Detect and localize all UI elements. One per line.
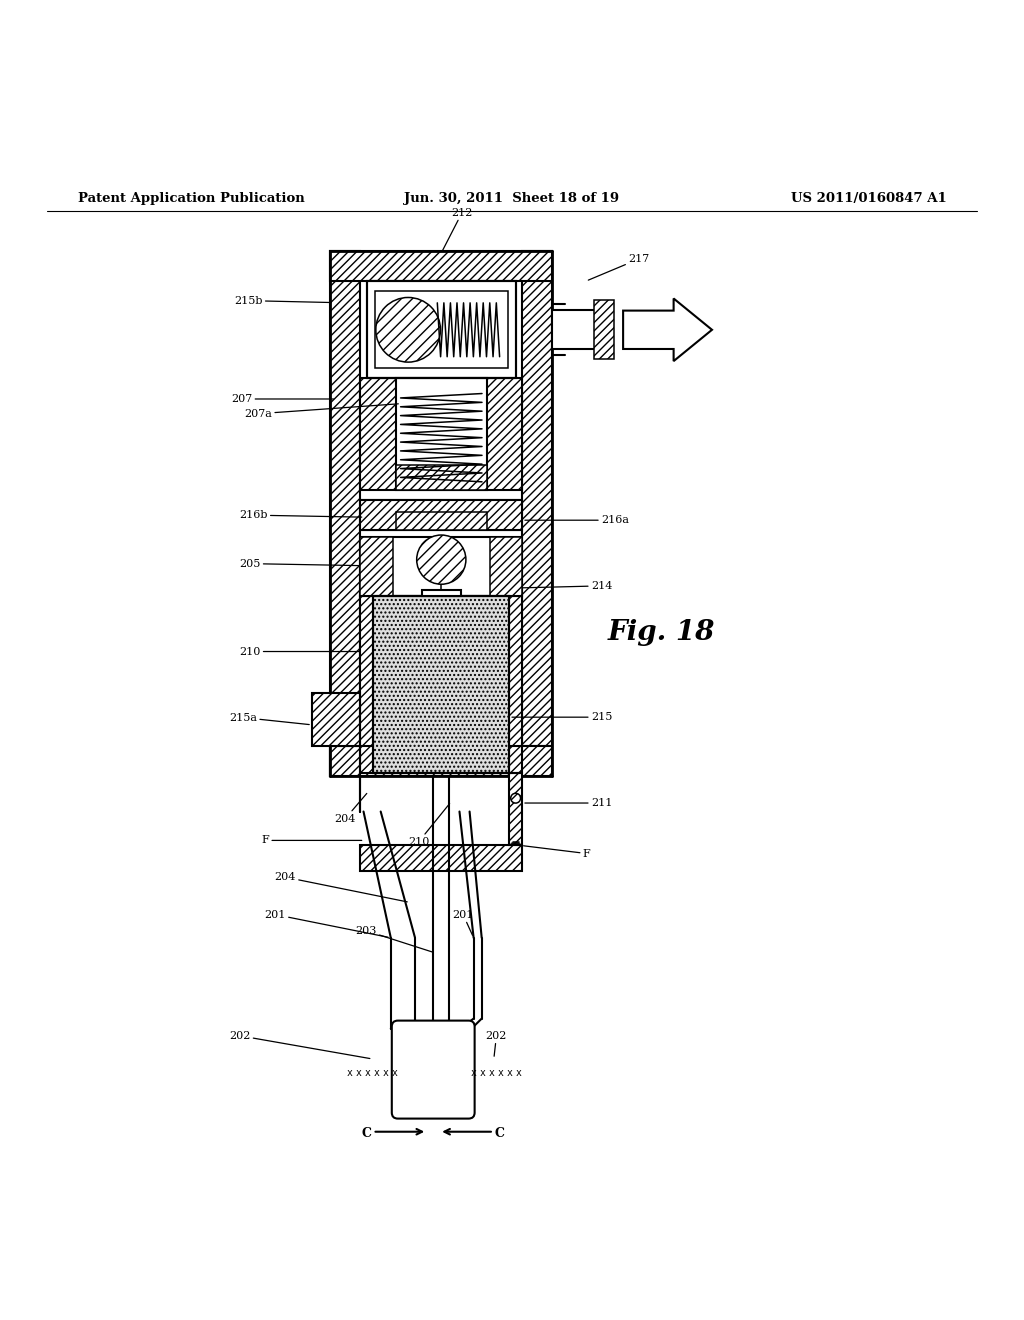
Bar	[360, 595, 522, 772]
Bar	[360, 537, 522, 595]
Text: US 2011/0160847 A1: US 2011/0160847 A1	[791, 193, 946, 206]
Bar	[360, 845, 522, 871]
Bar	[330, 746, 552, 776]
Text: Patent Application Publication: Patent Application Publication	[78, 193, 304, 206]
Bar	[422, 590, 461, 595]
Text: C: C	[361, 1127, 372, 1139]
Text: 216b: 216b	[240, 510, 361, 520]
Text: x: x	[480, 1068, 485, 1078]
Bar	[367, 281, 516, 379]
Text: Fig. 18: Fig. 18	[608, 619, 716, 645]
Text: x: x	[498, 1068, 504, 1078]
Bar	[375, 292, 508, 368]
Text: 204: 204	[335, 793, 367, 824]
Text: x: x	[374, 1068, 380, 1078]
Text: x: x	[355, 1068, 361, 1078]
Bar	[396, 512, 486, 531]
Text: x: x	[488, 1068, 495, 1078]
Bar	[374, 595, 509, 772]
Bar	[360, 537, 393, 595]
Bar	[360, 500, 522, 531]
Bar	[509, 595, 522, 772]
Text: 214: 214	[523, 581, 612, 591]
Text: x: x	[507, 1068, 513, 1078]
Bar	[594, 300, 614, 359]
Text: x: x	[471, 1068, 476, 1078]
Text: 215b: 215b	[234, 296, 332, 306]
Bar	[312, 693, 360, 746]
Text: x: x	[346, 1068, 352, 1078]
Text: 202: 202	[229, 1031, 370, 1059]
Text: 210: 210	[240, 647, 359, 656]
Bar	[330, 251, 552, 281]
Bar	[396, 466, 486, 490]
Bar	[330, 251, 360, 776]
Bar	[489, 537, 522, 595]
Text: 203: 203	[355, 925, 432, 952]
Text: 207: 207	[231, 393, 334, 404]
Text: 215a: 215a	[229, 713, 309, 725]
Bar	[372, 286, 511, 374]
Text: 204: 204	[274, 873, 408, 902]
FancyArrow shape	[624, 298, 712, 362]
Bar	[486, 379, 522, 490]
Text: 215: 215	[512, 713, 612, 722]
Text: C: C	[495, 1127, 505, 1139]
Circle shape	[511, 793, 520, 803]
Circle shape	[376, 297, 440, 362]
Bar	[330, 746, 552, 776]
Bar	[509, 772, 522, 845]
Text: 210: 210	[408, 804, 450, 847]
Text: x: x	[516, 1068, 522, 1078]
Bar	[522, 251, 552, 776]
Text: 216a: 216a	[525, 515, 629, 525]
Text: 212: 212	[442, 207, 473, 251]
Text: 202: 202	[485, 1031, 507, 1056]
Bar	[360, 595, 374, 772]
FancyBboxPatch shape	[392, 1020, 475, 1118]
Bar	[367, 281, 516, 379]
Text: x: x	[383, 1068, 389, 1078]
Text: 211: 211	[525, 799, 612, 808]
Bar	[374, 595, 509, 772]
Text: 201: 201	[453, 909, 474, 936]
Bar	[552, 310, 608, 350]
Bar	[396, 379, 486, 490]
Bar	[360, 379, 522, 490]
Text: F: F	[523, 846, 591, 858]
Bar	[360, 379, 396, 490]
Text: x: x	[365, 1068, 371, 1078]
Text: 207a: 207a	[245, 404, 398, 418]
Text: 217: 217	[589, 253, 649, 280]
Text: Jun. 30, 2011  Sheet 18 of 19: Jun. 30, 2011 Sheet 18 of 19	[404, 193, 620, 206]
Text: x: x	[392, 1068, 397, 1078]
Text: F: F	[261, 836, 361, 845]
Bar	[367, 281, 516, 379]
Text: 201: 201	[264, 909, 388, 937]
Circle shape	[417, 535, 466, 585]
Text: 205: 205	[240, 558, 359, 569]
